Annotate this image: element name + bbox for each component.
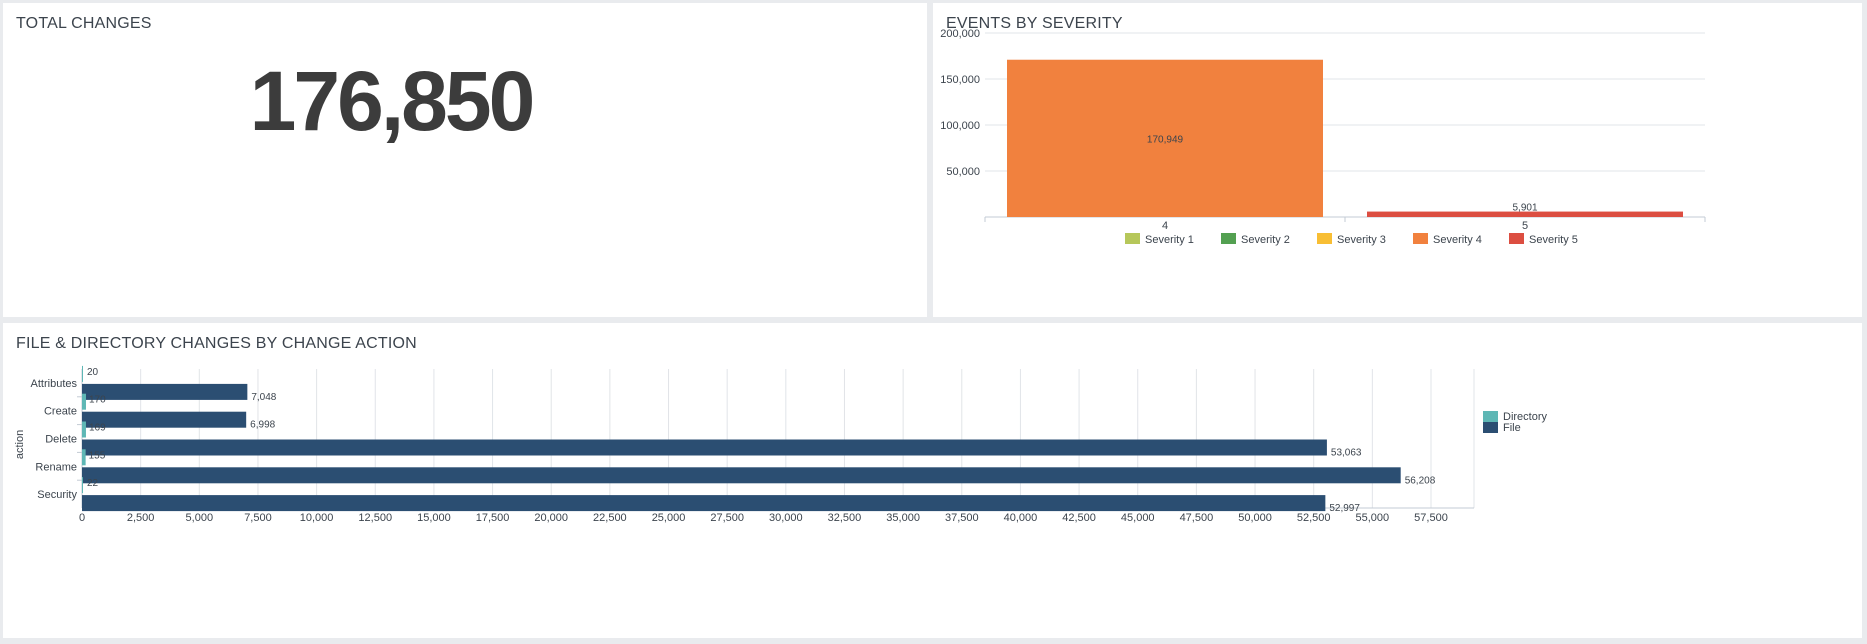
severity-legend-swatch xyxy=(1317,233,1332,244)
file-value-label: 53,063 xyxy=(1331,448,1362,459)
severity-x-tick-label: 5 xyxy=(1522,220,1528,232)
file-value-label: 52,997 xyxy=(1329,503,1360,514)
severity-y-tick-label: 100,000 xyxy=(940,120,980,132)
file-value-label: 56,208 xyxy=(1405,475,1436,486)
directory-value-label: 155 xyxy=(89,450,106,461)
severity-bar xyxy=(1007,59,1323,217)
file-bar xyxy=(82,439,1327,456)
action-x-tick-label: 2,500 xyxy=(127,512,155,524)
directory-value-label: 169 xyxy=(89,423,106,434)
directory-bar xyxy=(82,393,86,410)
severity-x-tick-label: 4 xyxy=(1162,220,1168,232)
total-changes-panel: TOTAL CHANGES 176,850 xyxy=(3,3,927,317)
directory-value-label: 20 xyxy=(87,367,99,378)
severity-legend-label: Severity 2 xyxy=(1241,234,1290,246)
severity-bar xyxy=(1367,211,1683,217)
action-x-tick-label: 17,500 xyxy=(476,512,510,524)
directory-bar xyxy=(82,477,83,494)
directory-bar xyxy=(82,421,86,438)
action-x-tick-label: 47,500 xyxy=(1180,512,1214,524)
directory-value-label: 170 xyxy=(89,395,106,406)
severity-y-tick-label: 150,000 xyxy=(940,74,980,86)
file-bar xyxy=(82,383,248,400)
file-bar xyxy=(82,495,1326,512)
directory-bar xyxy=(82,449,86,466)
severity-chart: 50,000 100,000 150,000 200,000 4 170,949 5 5,90… xyxy=(940,28,1706,246)
change-action-panel: FILE & DIRECTORY CHANGES BY CHANGE ACTIO… xyxy=(3,323,1862,638)
action-y-axis-title: action xyxy=(14,430,26,459)
action-category-label: Delete xyxy=(45,434,77,446)
directory-bar xyxy=(82,365,83,382)
action-x-tick-label: 52,500 xyxy=(1297,512,1331,524)
directory-value-label: 22 xyxy=(87,478,99,489)
action-legend-swatch xyxy=(1483,422,1498,433)
action-x-tick-label: 55,000 xyxy=(1356,512,1390,524)
action-x-tick-label: 32,500 xyxy=(828,512,862,524)
severity-y-tick-label: 50,000 xyxy=(946,166,980,178)
severity-legend-label: Severity 3 xyxy=(1337,234,1386,246)
severity-value-label: 5,901 xyxy=(1512,203,1537,214)
action-x-tick-label: 40,000 xyxy=(1004,512,1038,524)
action-x-tick-label: 0 xyxy=(79,512,85,524)
file-bar xyxy=(82,411,247,428)
action-category-label: Security xyxy=(37,489,77,501)
action-x-tick-label: 50,000 xyxy=(1238,512,1272,524)
action-x-tick-label: 30,000 xyxy=(769,512,803,524)
action-x-tick-label: 20,000 xyxy=(534,512,568,524)
severity-legend-label: Severity 4 xyxy=(1433,234,1482,246)
file-bar xyxy=(82,467,1401,484)
severity-legend-swatch xyxy=(1509,233,1524,244)
severity-legend-label: Severity 1 xyxy=(1145,234,1194,246)
action-category-label: Create xyxy=(44,406,77,418)
action-x-tick-label: 37,500 xyxy=(945,512,979,524)
action-x-tick-label: 35,000 xyxy=(886,512,920,524)
action-category-label: Rename xyxy=(35,461,77,473)
action-x-tick-label: 42,500 xyxy=(1062,512,1096,524)
severity-legend-swatch xyxy=(1221,233,1236,244)
file-value-label: 6,998 xyxy=(250,420,275,431)
severity-legend-swatch xyxy=(1125,233,1140,244)
action-legend-label: Directory xyxy=(1503,411,1548,423)
action-x-tick-label: 57,500 xyxy=(1414,512,1448,524)
action-x-tick-label: 10,000 xyxy=(300,512,334,524)
events-by-severity-panel: EVENTS BY SEVERITY 50,000 100,000 150,000 2… xyxy=(933,3,1862,317)
severity-value-label: 170,949 xyxy=(1147,134,1184,145)
action-category-label: Attributes xyxy=(31,378,78,390)
action-chart-title: FILE & DIRECTORY CHANGES BY CHANGE ACTIO… xyxy=(16,335,417,352)
action-x-tick-label: 27,500 xyxy=(710,512,744,524)
action-x-tick-label: 25,000 xyxy=(652,512,686,524)
action-chart: 0 2,500 5,000 7,500 10,000 12,500 15,000 17,500… xyxy=(14,365,1548,524)
action-x-tick-label: 5,000 xyxy=(186,512,214,524)
total-changes-title: TOTAL CHANGES xyxy=(16,15,152,32)
severity-legend-swatch xyxy=(1413,233,1428,244)
action-x-tick-label: 45,000 xyxy=(1121,512,1155,524)
action-x-tick-label: 22,500 xyxy=(593,512,627,524)
severity-chart-title: EVENTS BY SEVERITY xyxy=(946,15,1123,32)
action-x-tick-label: 12,500 xyxy=(358,512,392,524)
total-changes-value: 176,850 xyxy=(249,54,536,148)
severity-y-tick-label: 200,000 xyxy=(940,28,980,40)
severity-legend-label: Severity 5 xyxy=(1529,234,1578,246)
action-legend-label: File xyxy=(1503,422,1521,434)
action-x-tick-label: 15,000 xyxy=(417,512,451,524)
action-legend-swatch xyxy=(1483,411,1498,422)
action-x-tick-label: 7,500 xyxy=(244,512,272,524)
file-value-label: 7,048 xyxy=(251,392,276,403)
